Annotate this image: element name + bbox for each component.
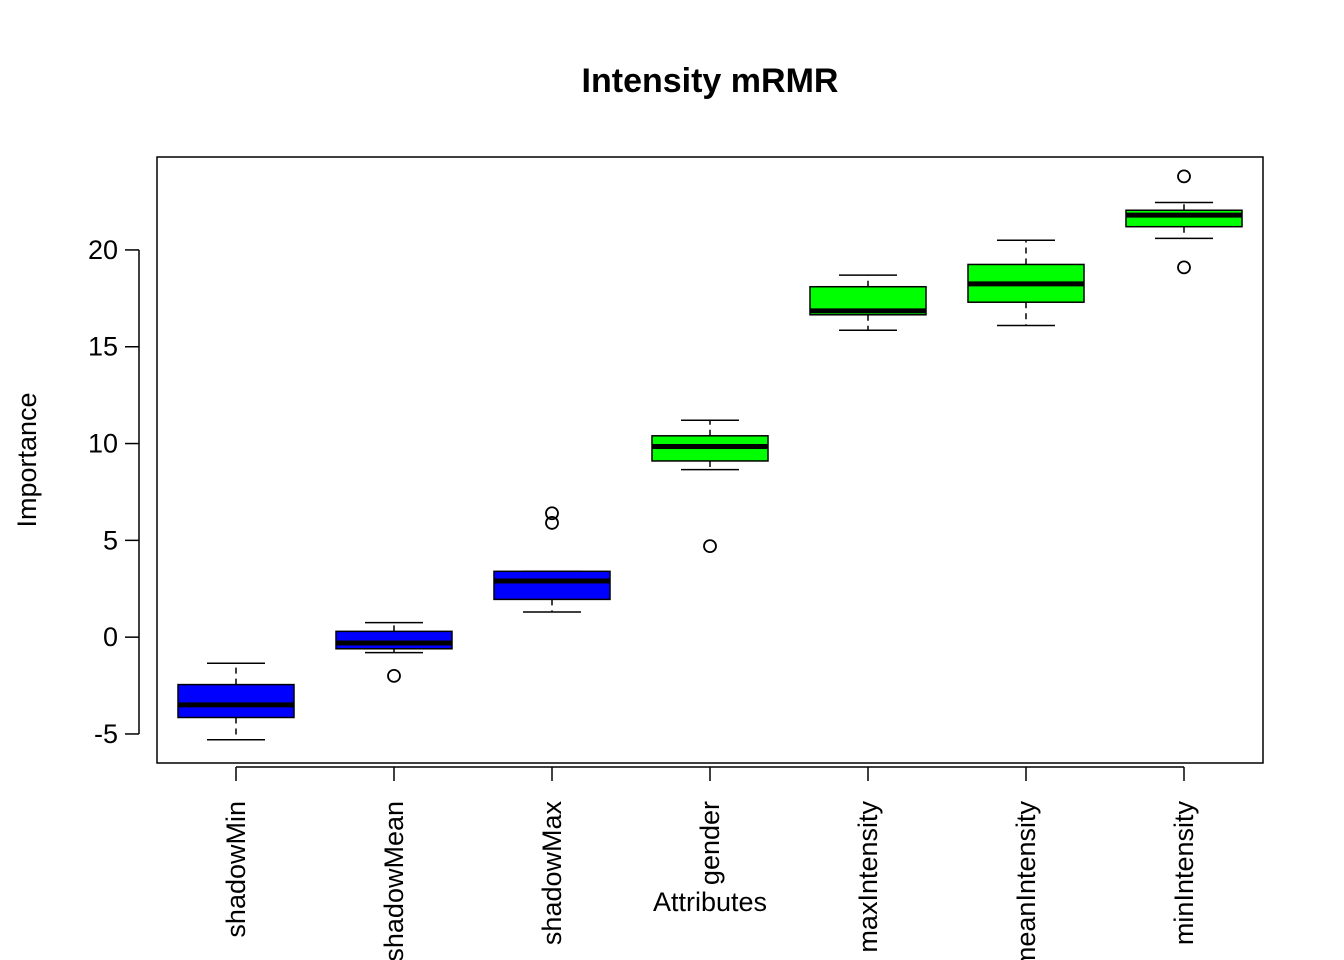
y-axis: -5 0 5 10 15 20 — [88, 235, 140, 749]
x-tick-label: minIntensity — [1169, 801, 1199, 946]
x-tick-label: shadowMax — [537, 801, 567, 946]
x-tick-label: shadowMin — [221, 801, 251, 938]
plot-frame — [156, 156, 1264, 764]
x-tick-label: gender — [695, 801, 725, 885]
box-body — [335, 630, 453, 650]
y-axis-label: Importance — [12, 392, 42, 527]
box-gender — [651, 419, 769, 554]
box-minIntensity — [1125, 169, 1243, 275]
boxes-layer — [177, 169, 1243, 741]
y-tick-label: 15 — [88, 332, 118, 362]
y-tick-label: 10 — [88, 429, 118, 459]
outlier-point — [545, 516, 559, 530]
box-meanIntensity — [967, 239, 1085, 327]
outlier-point — [387, 668, 401, 683]
y-tick-label: 5 — [103, 525, 118, 555]
outlier-point — [703, 539, 717, 554]
box-shadowMin — [177, 662, 295, 741]
x-axis: shadowMin shadowMean shadowMax gender maxInt… — [221, 766, 1199, 960]
y-tick-label: -5 — [94, 719, 118, 749]
y-tick-label: 0 — [103, 622, 118, 652]
chart-title: Intensity mRMR — [582, 62, 839, 100]
box-shadowMax — [493, 506, 611, 613]
y-tick-label: 20 — [88, 235, 118, 265]
x-tick-label: shadowMean — [379, 801, 409, 960]
x-tick-label: maxIntensity — [853, 801, 883, 953]
outlier-point — [1177, 260, 1191, 275]
box-shadowMean — [335, 621, 453, 683]
outlier-point — [1177, 169, 1191, 184]
outlier-point — [545, 506, 559, 521]
box-body — [493, 570, 611, 601]
x-axis-label: Attributes — [653, 887, 767, 917]
box-body — [177, 683, 295, 719]
x-tick-label: meanIntensity — [1011, 801, 1041, 960]
box-maxIntensity — [809, 274, 927, 332]
